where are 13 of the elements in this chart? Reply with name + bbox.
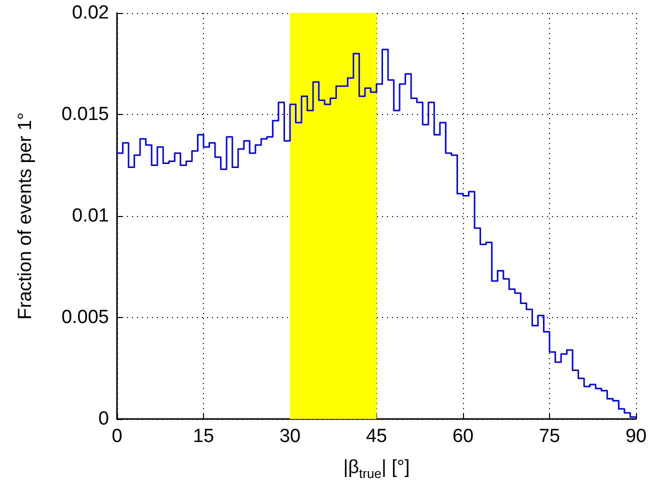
x-tick-label: 90 (625, 426, 647, 447)
y-tick-label: 0 (98, 408, 109, 430)
x-tick-label: 75 (538, 426, 560, 447)
x-tick-label: 60 (452, 426, 474, 447)
x-tick-label: 0 (112, 426, 122, 447)
y-tick-label: 0.01 (72, 206, 109, 226)
x-tick-label: 15 (192, 426, 214, 447)
y-tick-label: 0.005 (61, 307, 109, 328)
y-axis-title: Fraction of events per 1° (15, 112, 36, 320)
y-tick-label: 0.015 (61, 104, 109, 125)
x-tick-label: 30 (279, 426, 301, 447)
y-tick-label: 0.02 (72, 2, 109, 24)
x-tick-label: 45 (366, 426, 388, 447)
